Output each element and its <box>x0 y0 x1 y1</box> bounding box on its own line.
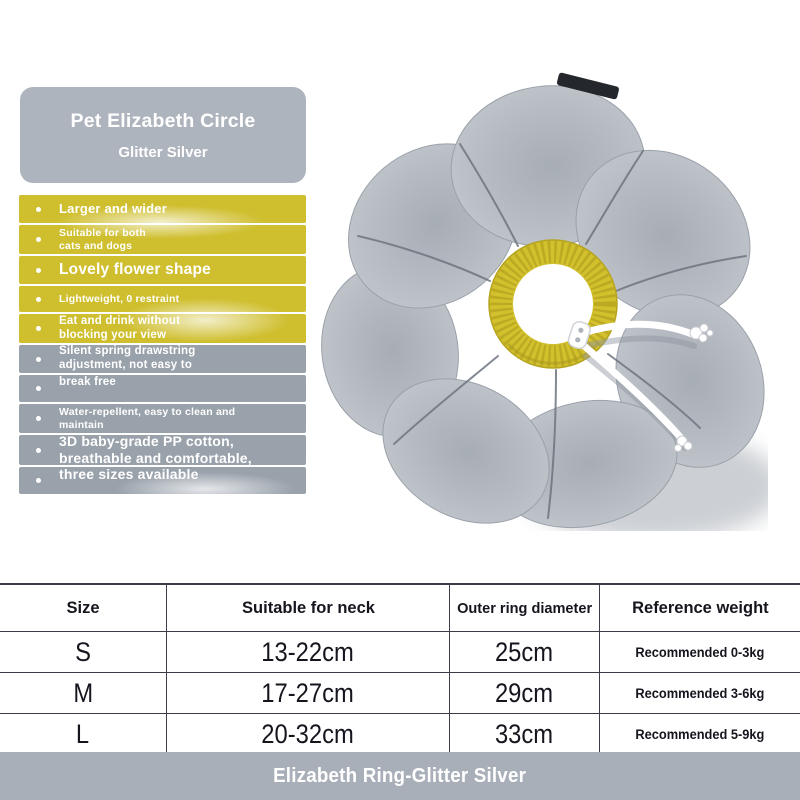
bullet-icon <box>36 206 41 212</box>
cell-diameter: 29cm <box>450 673 600 713</box>
cell-size: M <box>0 673 167 713</box>
feature-text: Larger and wider <box>59 201 167 217</box>
size-table: Size Suitable for neck Outer ring diamet… <box>0 583 800 755</box>
bullet-icon <box>36 296 41 302</box>
header-neck: Suitable for neck <box>167 585 450 631</box>
product-image <box>321 72 768 531</box>
feature-item: three sizes available <box>19 466 306 494</box>
bullet-icon <box>36 386 41 391</box>
bullet-icon <box>36 416 41 421</box>
feature-text: Silent spring drawstring adjustment, not… <box>59 345 196 371</box>
product-title-card: Pet Elizabeth Circle Glitter Silver <box>20 87 306 183</box>
bullet-icon <box>36 267 41 273</box>
bullet-icon <box>36 237 41 242</box>
bullet-icon <box>36 447 41 453</box>
feature-text: break free <box>59 375 116 388</box>
footer-label: Elizabeth Ring-Glitter Silver <box>273 764 527 787</box>
feature-text: three sizes available <box>59 466 199 483</box>
cell-diameter: 33cm <box>450 714 600 754</box>
feature-text: Water-repellent, easy to clean and maint… <box>59 406 236 431</box>
product-color-name: Glitter Silver <box>118 143 208 161</box>
feature-item: Suitable for both cats and dogs <box>19 225 306 254</box>
bullet-icon <box>36 356 41 362</box>
cell-neck: 17-27cm <box>167 673 450 713</box>
cell-weight: Recommended 0-3kg <box>635 644 765 660</box>
cell-weight: Recommended 3-6kg <box>635 685 765 701</box>
feature-item: break free <box>19 375 306 402</box>
feature-text: Lightweight, 0 restraint <box>59 292 180 305</box>
petals <box>321 85 765 529</box>
feature-item: Water-repellent, easy to clean and maint… <box>19 404 306 433</box>
header-weight: Reference weight <box>631 598 769 617</box>
feature-text: Lovely flower shape <box>59 260 211 278</box>
cell-size: L <box>0 714 167 754</box>
cell-size: S <box>0 632 167 672</box>
feature-item: Eat and drink without blocking your view <box>19 314 306 343</box>
petal <box>382 378 550 524</box>
header-size: Size <box>0 585 167 631</box>
feature-item: Lightweight, 0 restraint <box>19 286 306 312</box>
feature-item: Lovely flower shape <box>19 256 306 284</box>
header-diameter: Outer ring diameter <box>450 585 600 631</box>
table-row: M 17-27cm 29cm Recommended 3-6kg <box>0 673 800 714</box>
cell-diameter: 25cm <box>450 632 600 672</box>
feature-text: Suitable for both cats and dogs <box>59 227 146 252</box>
feature-item: Silent spring drawstring adjustment, not… <box>19 345 306 373</box>
bullet-icon <box>36 326 41 331</box>
cord-knot <box>674 323 714 452</box>
feature-item: Larger and wider <box>19 195 306 223</box>
table-row: S 13-22cm 25cm Recommended 0-3kg <box>0 632 800 673</box>
cord-toggle <box>567 320 591 350</box>
feature-list: Larger and wider Suitable for both cats … <box>19 195 306 494</box>
product-title: Pet Elizabeth Circle <box>70 109 256 132</box>
hang-tag <box>556 72 619 100</box>
drawstring <box>576 320 696 442</box>
bullet-icon <box>36 478 41 483</box>
cell-weight: Recommended 5-9kg <box>635 726 765 742</box>
footer-banner: Elizabeth Ring-Glitter Silver <box>0 752 800 800</box>
table-row: L 20-32cm 33cm Recommended 5-9kg <box>0 714 800 755</box>
inner-ring <box>488 239 618 369</box>
petal-seams <box>357 143 747 519</box>
feature-text: Eat and drink without blocking your view <box>59 314 181 341</box>
cell-neck: 20-32cm <box>167 714 450 754</box>
cell-neck: 13-22cm <box>167 632 450 672</box>
feature-text: 3D baby-grade PP cotton, breathable and … <box>59 433 252 466</box>
feature-item: 3D baby-grade PP cotton, breathable and … <box>19 433 306 466</box>
table-header-row: Size Suitable for neck Outer ring diamet… <box>0 585 800 632</box>
